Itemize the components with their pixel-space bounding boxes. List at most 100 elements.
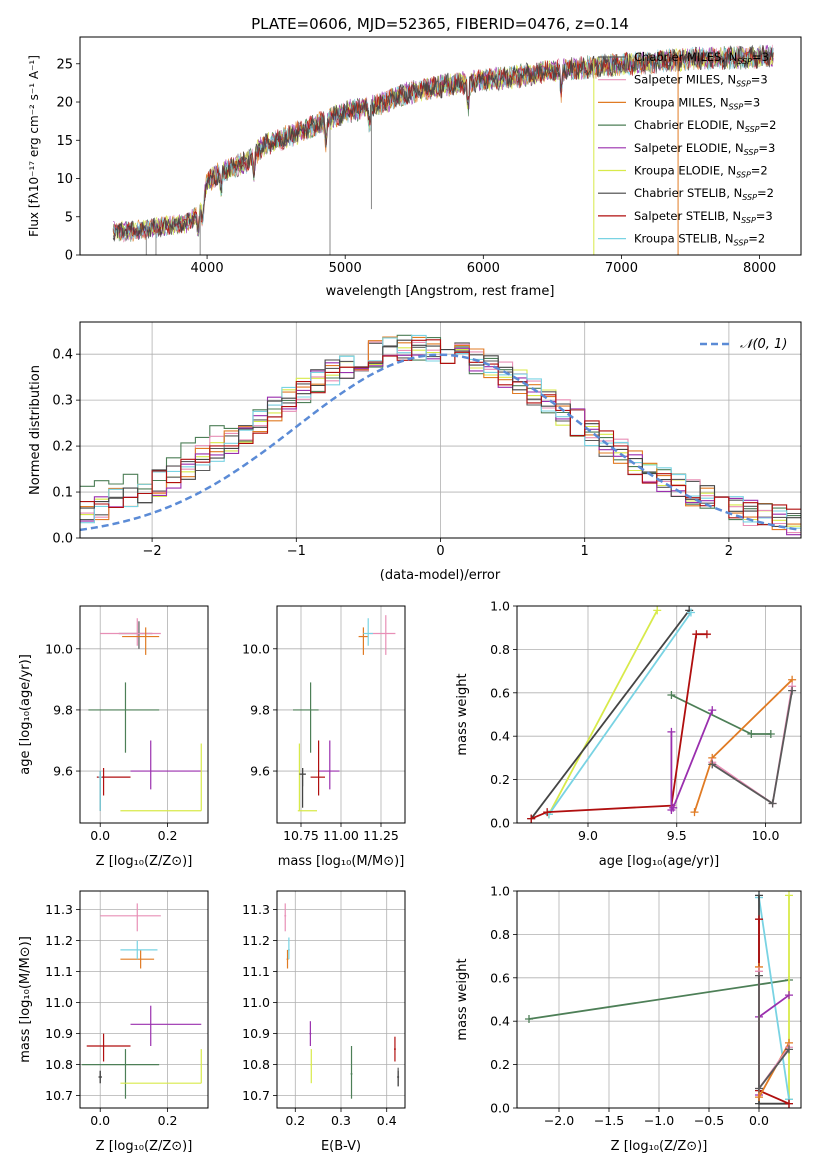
y-tick-label: 11.2 [242,933,270,948]
y-tick-label: 25 [56,57,73,72]
legend-label-3: Chabrier ELODIE, NSSP=2 [634,118,776,134]
x-tick-label: 8000 [743,261,776,276]
panel-grid [80,606,208,823]
x-tick-label: 11.25 [363,828,399,843]
gaussian-legend-label: 𝒩(0, 1) [740,337,787,352]
weight-marker-4 [785,991,793,1000]
y-tick-label: 10.0 [45,641,73,656]
panel-plot [88,618,202,812]
y-tick-label: 10.7 [45,1088,73,1103]
y-tick-label: 11.0 [45,995,73,1010]
panel-ylabel: mass weight [455,958,470,1040]
x-tick-label: 0.4 [377,1113,397,1128]
weight-path-4 [670,709,714,813]
y-tick-label: 0.0 [490,816,510,831]
legend-label-8: Kroupa STELIB, NSSP=2 [634,232,765,248]
spectrum-frame [79,36,802,256]
weight-path-8 [758,897,790,1100]
x-tick-label: −1.0 [644,1113,674,1128]
legend-label-0: Chabrier MILES, NSSP=3 [634,50,769,66]
weight-path-2 [693,679,793,813]
panel-plot [293,615,396,812]
x-tick-label: −0.5 [694,1113,724,1128]
residual-ylabel: Normed distribution [28,365,43,495]
x-tick-label: 4000 [191,261,224,276]
weight-marker-3 [667,690,676,699]
weight-marker-7 [785,1099,793,1108]
weight-path-2 [758,967,790,1098]
legend-label-6: Chabrier STELIB, NSSP=2 [634,186,774,202]
weight-marker-0 [788,686,797,695]
weight-marker-4 [667,727,676,736]
weight-marker-4 [669,803,678,812]
spectrum-legend: Chabrier MILES, NSSP=3 Salpeter MILES, NS… [598,50,776,248]
x-tick-label: −2.0 [544,1113,574,1128]
weight-marker-3 [525,1015,533,1024]
x-tick-label: 9.0 [578,828,598,843]
panel-frame [276,890,406,1109]
panel-plot [527,606,797,823]
panel-xlabel: age [log₁₀(age/yr)] [599,854,720,869]
spectrum-axes: 4000 5000 6000 7000 8000 0 5 10 15 20 25 [56,57,776,276]
weight-path-3 [528,979,790,1020]
y-tick-label: 9.6 [53,764,73,779]
spectrum-xlabel: wavelength [Angstrom, rest frame] [326,284,555,299]
x-tick-label: 0.2 [158,1113,178,1128]
y-tick-label: 11.3 [242,902,270,917]
y-tick-label: 0.1 [52,486,73,501]
y-tick-label: 0.0 [52,532,73,547]
x-tick-label: 9.5 [667,828,687,843]
y-tick-label: 10.9 [45,1026,73,1041]
weight-marker-7 [527,814,536,823]
y-tick-label: 11.0 [242,995,270,1010]
panel-xlabel: Z [log₁₀(Z/Z⊙)] [96,854,193,869]
x-tick-label: 6000 [467,261,500,276]
weight-marker-0 [768,799,777,808]
y-tick-label: 0.8 [490,642,510,657]
y-tick-label: 10.0 [242,641,270,656]
y-tick-label: 0.2 [490,1057,510,1072]
panel-mass_weight_vs_age: 9.0 9.5 10.0 0.0 0.2 0.4 0.6 0.8 1.0 age [log₁₀(a… [455,599,802,869]
panel-mass_vs_ebv: 0.2 0.3 0.4 10.7 10.8 10.9 11.0 11.1 11.2 11.3 E(B… [242,890,406,1154]
legend-label-1: Salpeter MILES, NSSP=3 [634,73,768,89]
x-tick-label: 0.0 [90,1113,110,1128]
spectrum-panel: PLATE=0606, MJD=52365, FIBERID=0476, z=0… [27,15,802,299]
x-tick-label: −2 [143,544,162,559]
y-tick-label: 1.0 [490,884,510,899]
y-tick-label: 0.4 [52,348,73,363]
panel-grid [80,891,208,1108]
y-tick-label: 11.2 [45,933,73,948]
x-tick-label: 5000 [329,261,362,276]
parameter-panels: 0.0 0.2 9.6 9.8 10.0 Z [log₁₀(Z/Z⊙)] age [log₁… [18,599,802,1154]
panel-age_vs_mass: 10.75 11.00 11.25 9.6 9.8 10.0 mass [log₁₀(M/M… [242,605,406,869]
y-tick-label: 0.2 [52,440,73,455]
panel-plot [81,903,202,1099]
x-tick-label: 2 [725,544,733,559]
gaussian-curve [80,353,801,532]
weight-marker-3 [766,730,775,739]
y-tick-label: 0.4 [490,1014,510,1029]
weight-marker-5 [653,606,662,615]
weight-marker-7 [543,808,552,817]
residual-xlabel: (data-model)/error [380,568,501,583]
panel-ylabel: age [log₁₀(age/yr)] [18,654,33,775]
y-tick-label: 0.3 [52,394,73,409]
legend-label-2: Kroupa MILES, NSSP=3 [634,95,760,111]
legend-label-5: Kroupa ELODIE, NSSP=2 [634,164,768,180]
y-tick-label: 11.1 [45,964,73,979]
legend-label-7: Salpeter STELIB, NSSP=3 [634,209,773,225]
residual-plot-area [80,334,801,536]
x-tick-label: 0 [436,544,444,559]
residual-axes: −2 −1 0 1 2 0.0 0.1 0.2 0.3 0.4 [52,348,733,559]
panel-ylabel: mass [log₁₀(M/M⊙)] [18,936,33,1063]
y-tick-label: 20 [56,96,73,111]
y-tick-label: 0.6 [490,970,510,985]
panel-ylabel: mass weight [455,673,470,755]
gaussian-legend: 𝒩(0, 1) [700,337,787,352]
panel-xlabel: Z [log₁₀(Z/Z⊙)] [96,1139,193,1154]
weight-marker-0 [785,1045,793,1054]
y-tick-label: 5 [65,210,73,225]
panel-plot [284,903,400,1099]
weight-marker-8 [686,608,695,617]
y-tick-label: 10.9 [242,1026,270,1041]
